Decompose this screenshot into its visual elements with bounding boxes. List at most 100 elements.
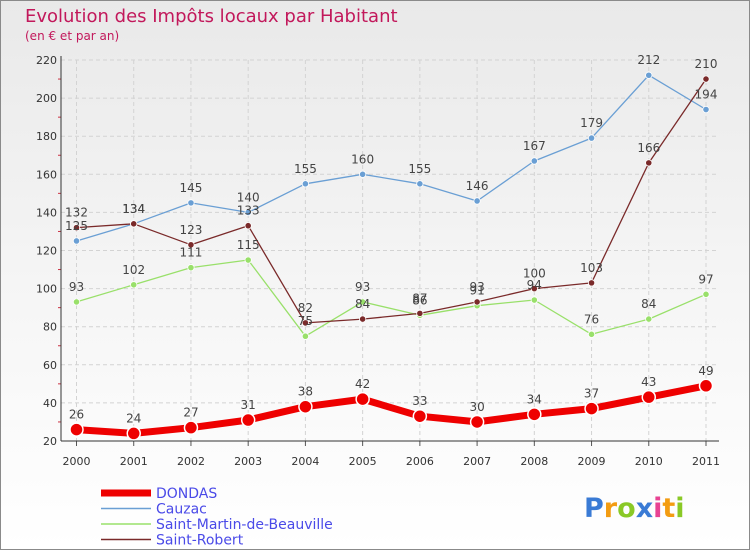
data-point — [359, 315, 367, 323]
series-line-saint-robert — [75, 78, 707, 324]
legend-label: Saint-Robert — [156, 533, 244, 549]
data-point — [412, 408, 428, 424]
y-tick-label: 60 — [43, 359, 57, 372]
series-lines — [73, 74, 710, 437]
x-tick-label: 2008 — [520, 455, 548, 468]
data-label: 30 — [469, 400, 484, 414]
x-tick-label: 2009 — [578, 455, 606, 468]
data-point — [584, 401, 599, 416]
data-labels: 26 24 27 31 38 42 33 30 34 37 43 49 125 134 145 140 155 1… — [65, 53, 717, 425]
data-point — [530, 296, 538, 304]
data-point — [587, 279, 596, 287]
data-label: 155 — [294, 162, 317, 176]
data-label: 84 — [355, 297, 370, 311]
data-label: 86 — [412, 293, 427, 307]
data-label: 194 — [695, 88, 718, 102]
data-label: 31 — [241, 398, 256, 412]
data-point — [187, 241, 195, 249]
y-tick-label: 20 — [43, 435, 57, 448]
data-label: 33 — [412, 394, 427, 408]
data-label: 42 — [355, 377, 370, 391]
data-label: 133 — [237, 204, 260, 218]
data-point — [359, 170, 367, 178]
x-tick-label: 2011 — [692, 455, 720, 468]
data-point — [702, 75, 710, 83]
series-line-dondas — [73, 382, 710, 437]
logo-letter: x — [636, 493, 653, 524]
data-label: 167 — [523, 139, 546, 153]
data-label: 123 — [180, 223, 203, 237]
data-label: 179 — [580, 116, 603, 130]
data-point — [359, 298, 367, 306]
y-tick-label: 180 — [36, 130, 57, 143]
data-point — [130, 220, 138, 228]
data-label: 212 — [637, 53, 660, 67]
data-point — [355, 391, 370, 407]
logo-letter: r — [604, 493, 618, 524]
data-point — [301, 180, 310, 188]
data-point — [530, 284, 538, 293]
data-label: 37 — [584, 387, 599, 401]
data-label: 75 — [298, 314, 313, 328]
y-tick-label: 80 — [43, 321, 57, 334]
x-tick-label: 2001 — [120, 455, 148, 468]
data-label: 49 — [698, 364, 713, 378]
data-point — [72, 224, 81, 232]
data-point — [473, 197, 481, 205]
data-label: 166 — [637, 141, 660, 155]
data-point — [301, 332, 310, 340]
data-point — [69, 422, 84, 437]
data-label: 132 — [65, 206, 88, 220]
series-line-saint-martin-de-beauville — [75, 259, 707, 337]
data-point — [416, 309, 424, 317]
x-tick-label: 2000 — [63, 455, 91, 468]
data-label: 134 — [122, 202, 145, 216]
logo-letter: i — [653, 493, 662, 524]
data-point — [130, 281, 138, 289]
data-point — [702, 290, 710, 298]
data-point — [187, 264, 195, 272]
data-label: 93 — [69, 280, 84, 294]
data-label: 140 — [237, 190, 260, 204]
data-label: 76 — [584, 312, 599, 326]
x-tick-label: 2007 — [463, 455, 491, 468]
data-label: 82 — [298, 301, 313, 315]
logo-letter: P — [584, 493, 604, 524]
data-point — [527, 407, 542, 422]
data-point — [645, 315, 653, 323]
data-point — [126, 426, 141, 441]
data-point — [587, 330, 596, 338]
data-point — [645, 159, 653, 167]
data-point — [698, 378, 714, 394]
series-markers — [69, 71, 714, 441]
data-label: 34 — [527, 392, 542, 406]
data-label: 125 — [65, 219, 88, 233]
data-point — [72, 237, 81, 245]
y-tick-label: 160 — [36, 168, 57, 181]
series-line-cauzac — [75, 74, 707, 242]
data-label: 100 — [523, 267, 546, 281]
logo-letter: o — [617, 493, 636, 524]
legend: DONDASCauzacSaint-Martin-de-BeauvilleSai… — [101, 486, 333, 549]
x-tick-label: 2002 — [177, 455, 205, 468]
data-label: 103 — [580, 261, 603, 275]
data-point — [244, 256, 252, 264]
data-label: 38 — [298, 385, 313, 399]
chart-title: Evolution des Impôts locaux par Habitant — [25, 6, 398, 27]
x-tick-label: 2006 — [406, 455, 434, 468]
data-label: 43 — [641, 375, 656, 389]
legend-label: Saint-Martin-de-Beauville — [156, 517, 333, 533]
y-tick-label: 100 — [36, 283, 57, 296]
data-label: 91 — [469, 284, 484, 298]
x-tick-label: 2004 — [291, 455, 319, 468]
data-point — [473, 298, 481, 306]
data-point — [645, 71, 653, 79]
y-tick-label: 200 — [36, 92, 57, 105]
data-label: 134 — [122, 202, 145, 216]
y-tick-label: 40 — [43, 397, 57, 410]
data-label: 26 — [69, 408, 84, 422]
data-point — [587, 134, 596, 142]
data-point — [240, 412, 256, 428]
axes: 20 40 60 80 100 120 140 160 180 200 220 2000 2001 200… — [36, 54, 720, 468]
data-point — [183, 420, 199, 435]
